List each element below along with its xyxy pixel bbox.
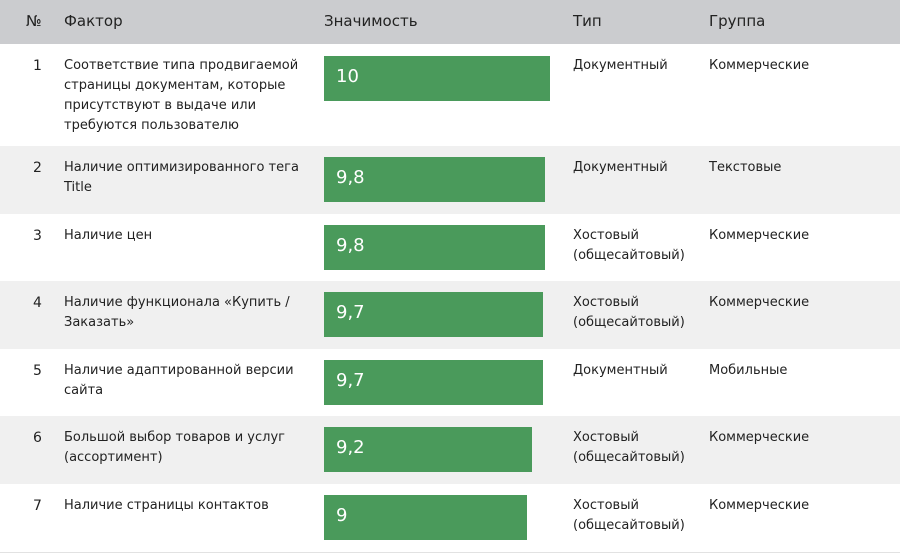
row-number: 5 bbox=[33, 363, 42, 379]
factor-group: Коммерческие bbox=[709, 58, 810, 73]
header-num: № bbox=[26, 12, 42, 30]
factor-group: Коммерческие bbox=[709, 295, 810, 310]
header-type: Тип bbox=[573, 12, 602, 30]
factor-group: Мобильные bbox=[709, 363, 788, 378]
table-row: 3 Наличие цен 9,8 Хостовый (общесайтовый) Ко… bbox=[0, 214, 900, 281]
row-number: 6 bbox=[33, 430, 42, 446]
table-bottom-divider bbox=[0, 552, 900, 553]
table-row: 6 Большой выбор товаров и услуг (ассортим… bbox=[0, 416, 900, 484]
value-bar: 9,8 bbox=[324, 157, 545, 202]
row-number: 3 bbox=[33, 228, 42, 244]
table-header: № Фактор Значимость Тип Группа bbox=[0, 0, 900, 44]
factor-type: Хостовый (общесайтовый) bbox=[573, 498, 685, 533]
value-bar: 9,7 bbox=[324, 360, 543, 405]
value-label: 10 bbox=[336, 66, 359, 87]
value-label: 9,8 bbox=[336, 167, 365, 188]
row-number: 4 bbox=[33, 295, 42, 311]
factor-type: Хостовый (общесайтовый) bbox=[573, 430, 685, 465]
factor-name: Большой выбор товаров и услуг (ассортиме… bbox=[64, 430, 285, 465]
table-row: 5 Наличие адаптированной версии сайта 9,7 Д… bbox=[0, 349, 900, 416]
table-row: 7 Наличие страницы контактов 9 Хостовый (об… bbox=[0, 484, 900, 552]
value-label: 9,8 bbox=[336, 235, 365, 256]
factor-type: Документный bbox=[573, 160, 668, 175]
value-bar: 9,7 bbox=[324, 292, 543, 337]
factor-name: Наличие оптимизированного тега Title bbox=[64, 160, 299, 195]
value-label: 9 bbox=[336, 505, 348, 526]
table-row: 4 Наличие функционала «Купить / Заказать»… bbox=[0, 281, 900, 349]
value-bar: 9 bbox=[324, 495, 527, 540]
row-number: 7 bbox=[33, 498, 42, 514]
value-bar: 9,8 bbox=[324, 225, 545, 270]
factor-name: Соответствие типа продвигаемой страницы … bbox=[64, 58, 299, 133]
value-bar: 9,2 bbox=[324, 427, 532, 472]
factor-name: Наличие страницы контактов bbox=[64, 498, 269, 513]
header-value: Значимость bbox=[324, 12, 418, 30]
value-label: 9,7 bbox=[336, 302, 365, 323]
factor-group: Текстовые bbox=[709, 160, 782, 175]
factor-name: Наличие функционала «Купить / Заказать» bbox=[64, 295, 290, 330]
factor-group: Коммерческие bbox=[709, 498, 810, 513]
factor-type: Документный bbox=[573, 363, 668, 378]
table-row: 2 Наличие оптимизированного тега Title 9,8… bbox=[0, 146, 900, 214]
row-number: 1 bbox=[33, 58, 42, 74]
value-label: 9,2 bbox=[336, 437, 365, 458]
factor-group: Коммерческие bbox=[709, 228, 810, 243]
value-bar: 10 bbox=[324, 56, 550, 101]
factor-type: Хостовый (общесайтовый) bbox=[573, 295, 685, 330]
factor-name: Наличие цен bbox=[64, 228, 153, 243]
table-row: 1 Соответствие типа продвигаемой страницы… bbox=[0, 44, 900, 146]
row-number: 2 bbox=[33, 160, 42, 176]
factor-type: Документный bbox=[573, 58, 668, 73]
factor-name: Наличие адаптированной версии сайта bbox=[64, 363, 294, 398]
factor-group: Коммерческие bbox=[709, 430, 810, 445]
value-label: 9,7 bbox=[336, 370, 365, 391]
header-group: Группа bbox=[709, 12, 766, 30]
header-factor: Фактор bbox=[64, 12, 123, 30]
factor-type: Хостовый (общесайтовый) bbox=[573, 228, 685, 263]
